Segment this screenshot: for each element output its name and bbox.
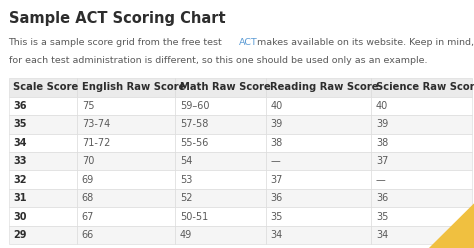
Text: 33: 33	[13, 156, 27, 166]
Bar	[371, 226, 472, 244]
Text: 35: 35	[13, 119, 27, 129]
Bar	[9, 133, 77, 152]
Bar	[265, 189, 371, 207]
Text: ACT: ACT	[239, 38, 258, 47]
Text: 35: 35	[376, 212, 388, 221]
Bar	[265, 226, 371, 244]
Text: English Raw Score: English Raw Score	[82, 82, 185, 92]
Bar	[9, 170, 77, 189]
Bar	[9, 78, 77, 96]
Bar	[9, 189, 77, 207]
Text: 73-74: 73-74	[82, 119, 110, 129]
Text: 69: 69	[82, 175, 94, 185]
Text: 70: 70	[82, 156, 94, 166]
Bar	[265, 170, 371, 189]
Bar	[371, 115, 472, 133]
Bar	[175, 189, 265, 207]
Bar	[265, 96, 371, 115]
Bar	[175, 78, 265, 96]
Text: 34: 34	[270, 230, 283, 240]
Text: makes available on its website. Keep in mind, the ACT score chart: makes available on its website. Keep in …	[254, 38, 474, 47]
Bar	[265, 115, 371, 133]
Bar	[175, 226, 265, 244]
Text: for each test administration is different, so this one should be used only as an: for each test administration is differen…	[9, 56, 427, 65]
Bar	[175, 115, 265, 133]
Text: 71-72: 71-72	[82, 138, 110, 148]
Bar	[175, 207, 265, 226]
Text: 55-56: 55-56	[180, 138, 209, 148]
Text: 49: 49	[180, 230, 192, 240]
Bar	[175, 170, 265, 189]
Text: 59–60: 59–60	[180, 101, 210, 111]
Bar	[77, 189, 175, 207]
Bar	[9, 207, 77, 226]
Bar	[77, 207, 175, 226]
Text: 52: 52	[180, 193, 192, 203]
Bar	[77, 96, 175, 115]
Text: Scale Score: Scale Score	[13, 82, 79, 92]
Bar	[77, 115, 175, 133]
Text: Sample ACT Scoring Chart: Sample ACT Scoring Chart	[9, 11, 225, 26]
Text: 68: 68	[82, 193, 94, 203]
Text: 40: 40	[376, 101, 388, 111]
Text: 75: 75	[82, 101, 94, 111]
Text: 50-51: 50-51	[180, 212, 208, 221]
Text: 31: 31	[13, 193, 27, 203]
Bar	[175, 96, 265, 115]
Text: 57-58: 57-58	[180, 119, 209, 129]
Text: 36: 36	[13, 101, 27, 111]
Text: Math Raw Score: Math Raw Score	[180, 82, 271, 92]
Bar	[77, 78, 175, 96]
Text: —: —	[270, 156, 280, 166]
Text: 38: 38	[270, 138, 283, 148]
Bar	[371, 96, 472, 115]
Text: 39: 39	[376, 119, 388, 129]
Text: 36: 36	[270, 193, 283, 203]
Text: 29: 29	[13, 230, 27, 240]
Bar	[371, 152, 472, 170]
Bar	[77, 170, 175, 189]
Bar	[77, 152, 175, 170]
Bar	[371, 189, 472, 207]
Bar	[371, 133, 472, 152]
Bar	[77, 133, 175, 152]
Bar	[9, 226, 77, 244]
Bar	[371, 207, 472, 226]
Text: 66: 66	[82, 230, 94, 240]
Bar	[265, 152, 371, 170]
Text: 40: 40	[270, 101, 283, 111]
Polygon shape	[429, 203, 474, 248]
Text: 34: 34	[13, 138, 27, 148]
Bar	[175, 133, 265, 152]
Bar	[9, 115, 77, 133]
Bar	[9, 96, 77, 115]
Bar	[265, 78, 371, 96]
Text: 32: 32	[13, 175, 27, 185]
Text: 36: 36	[376, 193, 388, 203]
Text: 35: 35	[270, 212, 283, 221]
Text: 30: 30	[13, 212, 27, 221]
Text: 67: 67	[82, 212, 94, 221]
Bar	[77, 226, 175, 244]
Bar	[265, 207, 371, 226]
Bar	[265, 133, 371, 152]
Text: 53: 53	[180, 175, 192, 185]
Text: Reading Raw Score: Reading Raw Score	[270, 82, 379, 92]
Text: 37: 37	[270, 175, 283, 185]
Text: 38: 38	[376, 138, 388, 148]
Text: —: —	[376, 175, 386, 185]
Text: This is a sample score grid from the free test: This is a sample score grid from the fre…	[9, 38, 225, 47]
Bar	[371, 78, 472, 96]
Text: Science Raw Score: Science Raw Score	[376, 82, 474, 92]
Bar	[371, 170, 472, 189]
Text: 37: 37	[376, 156, 388, 166]
Bar	[175, 152, 265, 170]
Text: 39: 39	[270, 119, 283, 129]
Bar	[9, 152, 77, 170]
Text: 54: 54	[180, 156, 192, 166]
Text: 34: 34	[376, 230, 388, 240]
